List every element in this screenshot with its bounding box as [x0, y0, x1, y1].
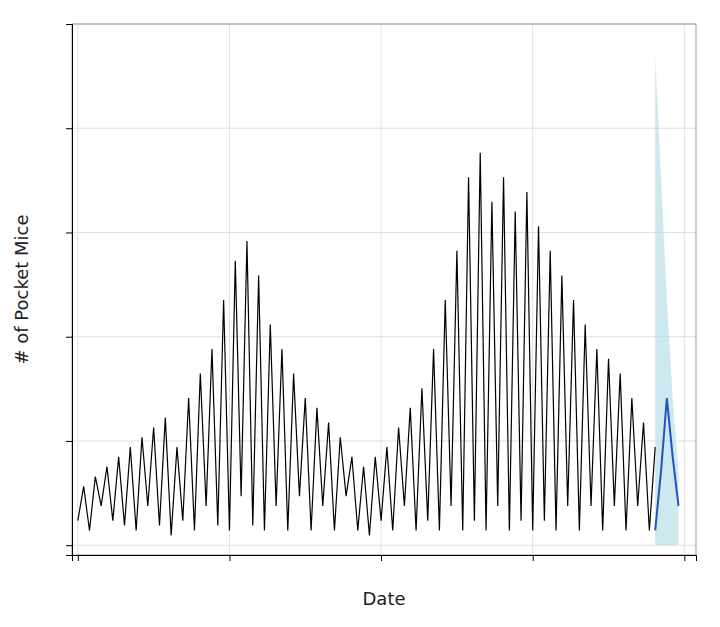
- axis-line: [66, 25, 73, 556]
- plot-frame: [72, 24, 696, 555]
- tick: [66, 441, 72, 442]
- tick-mark: [229, 555, 230, 561]
- tick: [66, 232, 72, 233]
- tick-mark: [66, 128, 72, 129]
- grid-line: [72, 440, 696, 441]
- y-axis: [66, 25, 73, 556]
- tick: [66, 545, 72, 546]
- chart: Date # of Pocket Mice: [0, 0, 720, 627]
- grid-line: [684, 24, 685, 555]
- tick: [381, 555, 382, 561]
- grid: [72, 24, 696, 555]
- marks: [78, 55, 679, 546]
- grid-line: [229, 24, 230, 555]
- grid-line: [72, 545, 696, 546]
- tick: [533, 555, 534, 561]
- plot: [66, 24, 697, 561]
- tick: [684, 555, 685, 561]
- y-axis-title: # of Pocket Mice: [11, 214, 32, 364]
- tick: [66, 24, 72, 25]
- x-axis: [73, 555, 697, 561]
- grid-line: [72, 128, 696, 129]
- tick: [78, 555, 79, 561]
- series-line: [78, 153, 655, 536]
- tick-mark: [78, 555, 79, 561]
- tick-mark: [66, 337, 72, 338]
- tick-mark: [66, 232, 72, 233]
- grid-line: [72, 232, 696, 233]
- grid-line: [72, 336, 696, 337]
- grid-line: [381, 24, 382, 555]
- axis-line: [73, 556, 697, 562]
- tick-mark: [381, 555, 382, 561]
- tick-mark: [66, 545, 72, 546]
- tick-mark: [66, 24, 72, 25]
- tick: [229, 555, 230, 561]
- tick-mark: [66, 441, 72, 442]
- forecast-band: [655, 55, 678, 546]
- tick: [66, 337, 72, 338]
- grid-line: [77, 24, 78, 555]
- tick-mark: [533, 555, 534, 561]
- x-axis-title: Date: [362, 588, 405, 609]
- tick: [66, 128, 72, 129]
- tick-mark: [684, 555, 685, 561]
- series-line: [655, 398, 678, 530]
